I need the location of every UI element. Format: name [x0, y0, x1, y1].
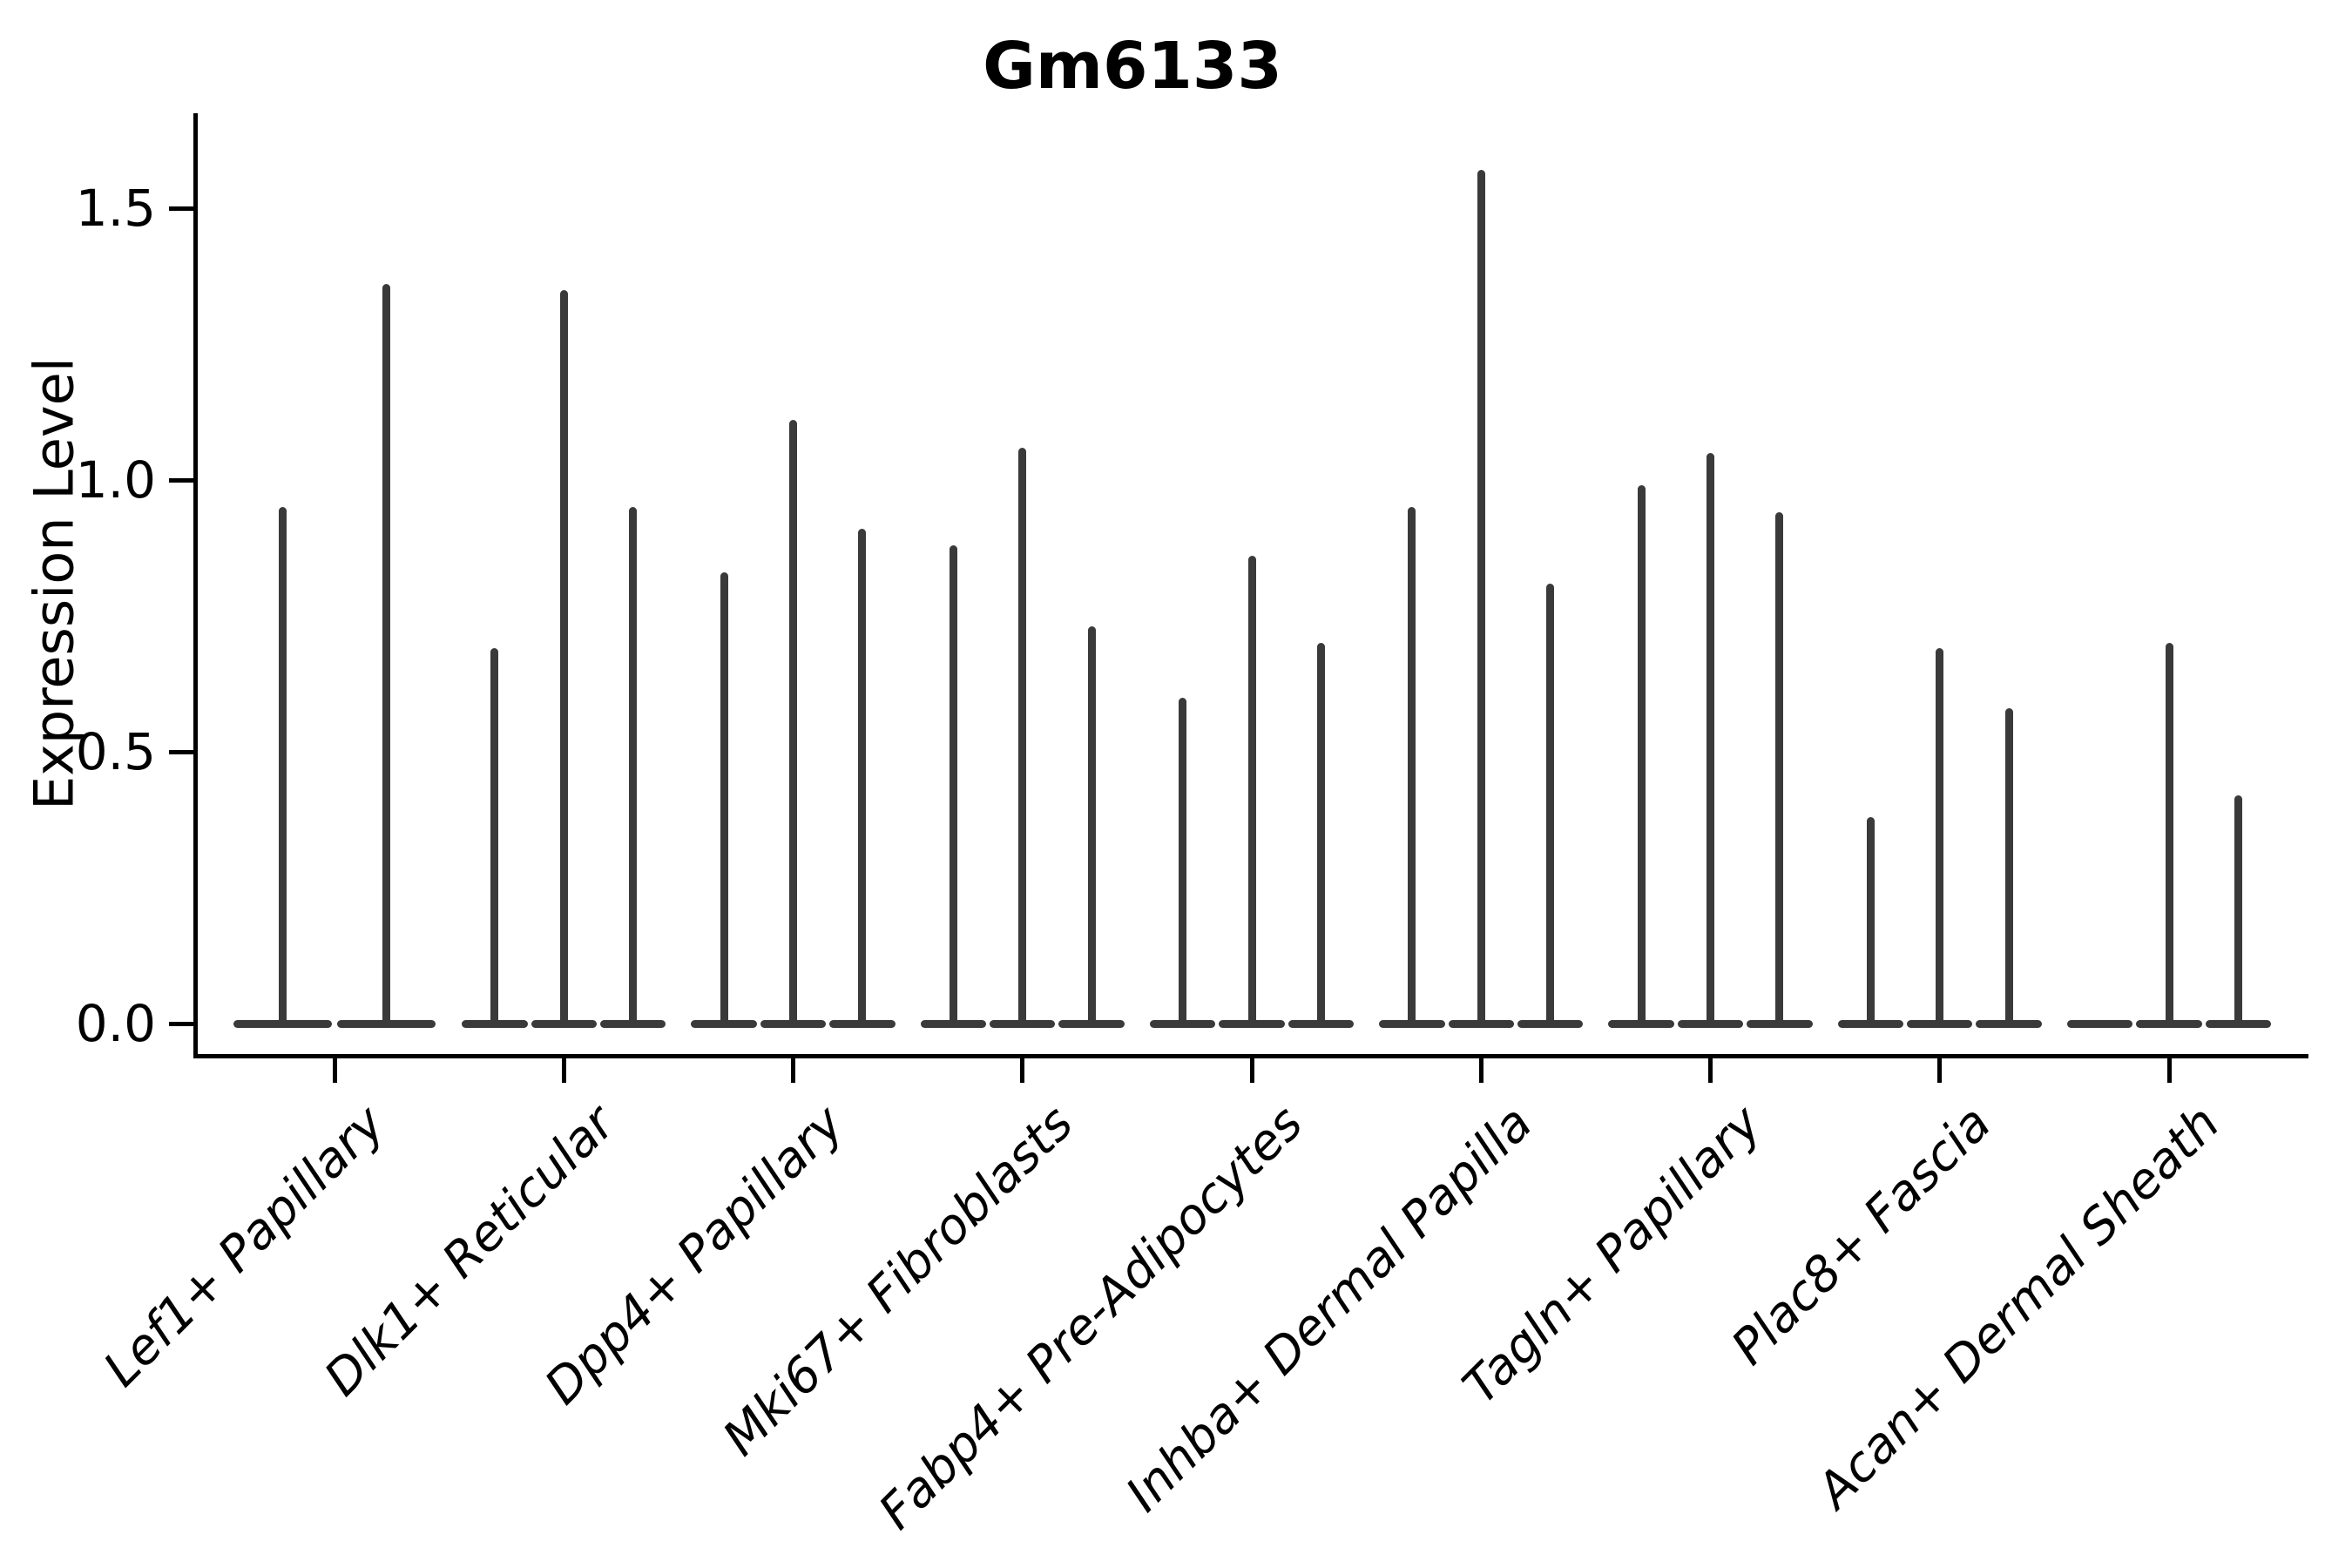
violin-body: [1546, 583, 1555, 1025]
x-axis-spine: [193, 1054, 2308, 1058]
violin-body: [1087, 626, 1096, 1025]
x-tick-label: Fabp4+ Pre-Adipocytes: [868, 1095, 1314, 1541]
y-tick-label: 0.5: [75, 722, 156, 781]
x-tick-label: Acan+ Dermal Sheath: [1806, 1095, 2231, 1519]
violin-body: [2004, 708, 2013, 1025]
y-tick: [169, 206, 193, 211]
x-tick-label: Inhba+ Dermal Papilla: [1115, 1095, 1544, 1524]
y-tick: [169, 1021, 193, 1026]
violin-body: [1018, 447, 1027, 1025]
violin-body: [559, 289, 568, 1025]
x-tick: [1249, 1058, 1254, 1083]
y-tick-label: 0.0: [75, 994, 156, 1053]
x-tick: [561, 1058, 566, 1083]
violin-body: [279, 507, 287, 1025]
violin-body: [720, 572, 728, 1025]
violin-body: [2165, 643, 2173, 1025]
violin-body: [2234, 794, 2242, 1025]
violin-body: [789, 420, 797, 1025]
violin-body: [949, 544, 957, 1025]
violin-body: [1316, 643, 1325, 1025]
violin-body: [382, 284, 390, 1025]
violin-body: [1936, 648, 1944, 1025]
y-tick-label: 1.5: [75, 179, 156, 238]
violin-body: [1775, 512, 1784, 1025]
violin-body: [1707, 452, 1714, 1025]
y-tick: [169, 477, 193, 483]
violin-body: [1247, 556, 1256, 1025]
violin-body: [1408, 507, 1416, 1025]
violin-body: [490, 648, 499, 1025]
x-tick: [1708, 1058, 1713, 1083]
violin-body: [629, 507, 638, 1025]
x-tick: [1937, 1058, 1943, 1083]
x-tick: [1478, 1058, 1484, 1083]
violin-body: [1477, 170, 1485, 1025]
x-tick: [791, 1058, 795, 1083]
violin-body: [1866, 816, 1875, 1025]
x-tick: [2166, 1058, 2172, 1083]
y-tick-label: 1.0: [75, 450, 156, 510]
violin-body: [858, 529, 867, 1025]
x-tick: [332, 1058, 337, 1083]
plot-title: Gm6133: [983, 29, 1282, 104]
violin-body: [1179, 697, 1187, 1025]
violin-baseline: [2066, 1019, 2133, 1028]
x-tick: [1020, 1058, 1025, 1083]
y-tick: [169, 749, 193, 754]
violin-body: [1637, 485, 1646, 1025]
y-axis-spine: [193, 113, 198, 1058]
